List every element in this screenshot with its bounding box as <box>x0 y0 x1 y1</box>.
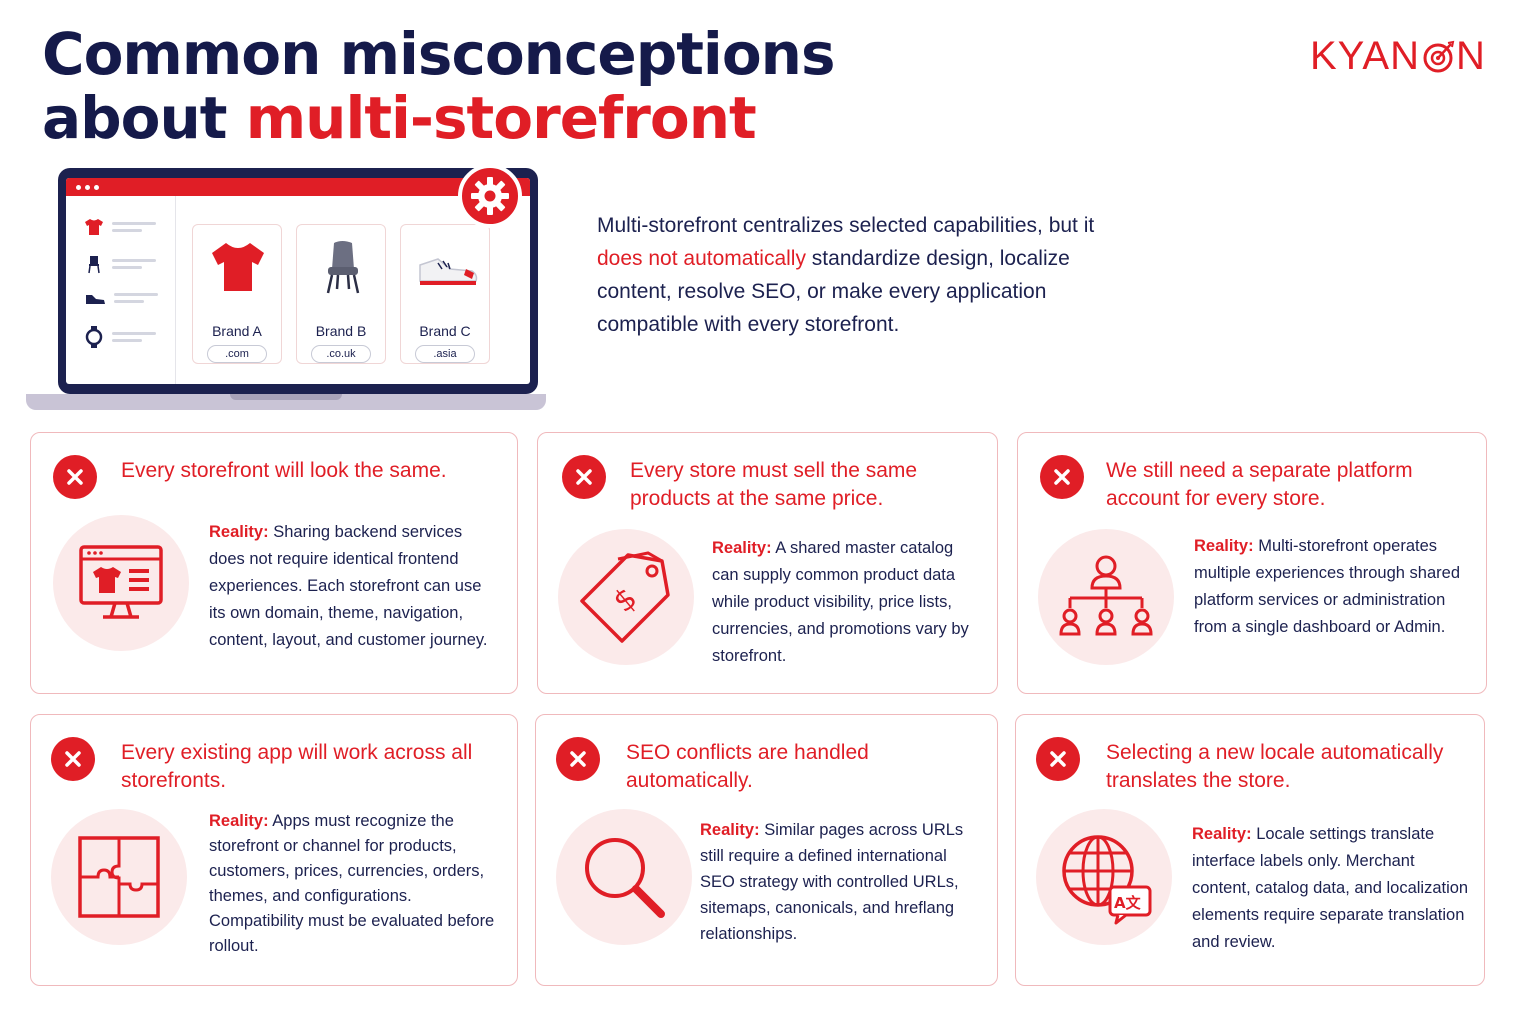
browser-bar <box>66 178 530 196</box>
laptop-screen: Brand A .com Brand B .co.uk Brand C .asi… <box>58 168 538 394</box>
logo-text-before: KYAN <box>1310 34 1420 78</box>
card-title: We still need a separate platform accoun… <box>1106 459 1413 510</box>
card-title: Selecting a new locale automatically tra… <box>1106 741 1444 792</box>
gear-icon <box>471 177 509 215</box>
intro-paragraph: Multi-storefront centralizes selected ca… <box>597 209 1137 341</box>
reality-label: Reality: <box>1194 537 1254 555</box>
globe-translate-icon: A文 <box>1062 835 1152 925</box>
reality-body: Apps must recognize the storefront or ch… <box>209 812 495 955</box>
storefront-monitor-icon <box>79 545 163 619</box>
reality-label: Reality: <box>1192 825 1252 843</box>
title-plain: about <box>42 84 246 152</box>
gear-badge <box>458 164 522 228</box>
price-tag-icon: $ <box>580 551 670 643</box>
card-title: Every existing app will work across all … <box>121 741 473 792</box>
reality-text: Reality: A shared master catalog can sup… <box>712 535 984 670</box>
misconception-card-6: Selecting a new locale automatically tra… <box>1015 714 1485 986</box>
brand-card-c: Brand C .asia <box>400 224 490 364</box>
misconception-card-2: Every store must sell the same products … <box>537 432 998 694</box>
logo-text-after: N <box>1455 34 1486 78</box>
reality-text: Reality: Multi-storefront operates multi… <box>1194 533 1476 641</box>
tshirt-icon <box>212 243 264 291</box>
laptop-illustration: Brand A .com Brand B .co.uk Brand C .asi… <box>26 164 546 414</box>
sidebar-menu <box>66 196 176 384</box>
reality-body: Sharing backend services does not requir… <box>209 523 488 649</box>
misconception-card-1: Every storefront will look the same. Rea… <box>30 432 518 694</box>
sneaker-icon <box>419 258 478 285</box>
laptop-base <box>26 394 546 410</box>
target-o-icon <box>1423 40 1455 72</box>
intro-part-1: Multi-storefront centralizes selected ca… <box>597 214 1095 237</box>
icon-circle <box>53 515 189 651</box>
reality-label: Reality: <box>209 523 269 541</box>
chair-icon <box>326 241 360 294</box>
shoe-icon <box>86 295 105 304</box>
watch-icon <box>85 326 103 348</box>
x-icon <box>1036 737 1080 781</box>
card-title: SEO conflicts are handled automatically. <box>626 741 869 792</box>
kyanon-logo: KYAN N <box>1310 34 1486 79</box>
brand-name: Brand A <box>212 323 262 339</box>
icon-circle <box>51 809 187 945</box>
icon-circle <box>556 809 692 945</box>
icon-circle: $ <box>558 529 694 665</box>
reality-text: Reality: Locale settings translate inter… <box>1192 821 1476 956</box>
puzzle-icon <box>78 836 160 918</box>
title-accent: multi-storefront <box>245 84 757 152</box>
svg-text:A文: A文 <box>1114 894 1142 912</box>
svg-text:$: $ <box>607 581 644 620</box>
card-title: Every store must sell the same products … <box>630 459 918 510</box>
misconception-card-4: Every existing app will work across all … <box>30 714 518 986</box>
misconception-card-5: SEO conflicts are handled automatically.… <box>535 714 998 986</box>
reality-body: Locale settings translate interface labe… <box>1192 825 1469 951</box>
title-line-2: about multi-storefront <box>42 86 834 150</box>
brand-card-a: Brand A .com <box>192 224 282 364</box>
tshirt-icon <box>85 219 103 235</box>
brand-name: Brand C <box>419 323 471 339</box>
reality-label: Reality: <box>700 821 760 839</box>
magnifier-icon <box>585 838 665 918</box>
brand-card-b: Brand B .co.uk <box>296 224 386 364</box>
card-title: Every storefront will look the same. <box>121 459 447 482</box>
reality-body: Similar pages across URLs still require … <box>700 821 964 943</box>
brand-domain: .asia <box>415 345 475 363</box>
reality-text: Reality: Similar pages across URLs still… <box>700 817 986 947</box>
misconception-card-3: We still need a separate platform accoun… <box>1017 432 1487 694</box>
reality-label: Reality: <box>712 539 772 557</box>
brand-domain: .com <box>207 345 267 363</box>
intro-part-2: standardize design, localize content, re… <box>597 247 1070 336</box>
icon-circle <box>1038 529 1174 665</box>
reality-body: Multi-storefront operates multiple exper… <box>1194 537 1460 636</box>
reality-label: Reality: <box>209 812 269 830</box>
intro-highlight: does not automatically <box>597 247 806 270</box>
page-title: Common misconceptions about multi-storef… <box>42 20 835 150</box>
chair-icon <box>88 256 100 274</box>
icon-circle: A文 <box>1036 809 1172 945</box>
title-line-1: Common misconceptions <box>42 20 835 88</box>
reality-body: A shared master catalog can supply commo… <box>712 539 969 665</box>
reality-text: Reality: Sharing backend services does n… <box>209 519 501 654</box>
x-icon <box>51 737 95 781</box>
reality-text: Reality: Apps must recognize the storefr… <box>209 809 505 959</box>
brand-domain: .co.uk <box>311 345 371 363</box>
org-chart-icon <box>1059 555 1153 636</box>
x-icon <box>562 455 606 499</box>
brand-name: Brand B <box>315 323 367 339</box>
x-icon <box>53 455 97 499</box>
x-icon <box>1040 455 1084 499</box>
x-icon <box>556 737 600 781</box>
